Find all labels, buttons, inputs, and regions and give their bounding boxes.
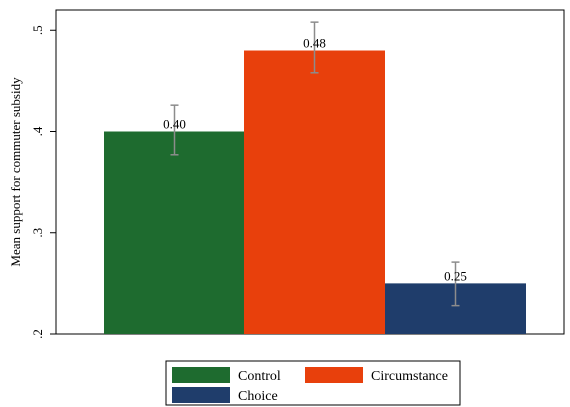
y-axis-title: Mean support for commuter subsidy <box>8 77 23 267</box>
y-tick-label: .2 <box>30 329 45 339</box>
data-labels-group: 0.40 0.48 0.25 <box>163 36 467 284</box>
legend-label-control: Control <box>238 369 281 384</box>
y-tick-label: .4 <box>30 126 45 136</box>
legend-item-choice: Choice <box>172 387 278 404</box>
legend-swatch-control <box>172 367 230 383</box>
legend-item-control: Control <box>172 367 281 384</box>
legend-label-circumstance: Circumstance <box>371 369 448 384</box>
legend-label-choice: Choice <box>238 389 278 404</box>
y-tick-label: .3 <box>30 228 45 238</box>
legend-swatch-choice <box>172 387 230 403</box>
data-label-control: 0.40 <box>163 117 186 132</box>
bar-circumstance <box>244 50 385 334</box>
error-bar-circumstance <box>310 21 319 74</box>
error-bar-control <box>170 104 179 156</box>
error-bars-group <box>170 21 460 307</box>
bars-group <box>104 50 526 334</box>
y-axis-ticks: .2 .3 .4 .5 <box>30 25 56 339</box>
legend-swatch-circumstance <box>305 367 363 383</box>
legend-item-circumstance: Circumstance <box>305 367 448 384</box>
data-label-choice: 0.25 <box>444 268 467 283</box>
error-bar-choice <box>451 261 460 307</box>
y-tick-label: .5 <box>30 25 45 35</box>
bar-control <box>104 131 245 334</box>
data-label-circumstance: 0.48 <box>303 36 326 51</box>
legend: Control Circumstance Choice <box>165 360 461 406</box>
